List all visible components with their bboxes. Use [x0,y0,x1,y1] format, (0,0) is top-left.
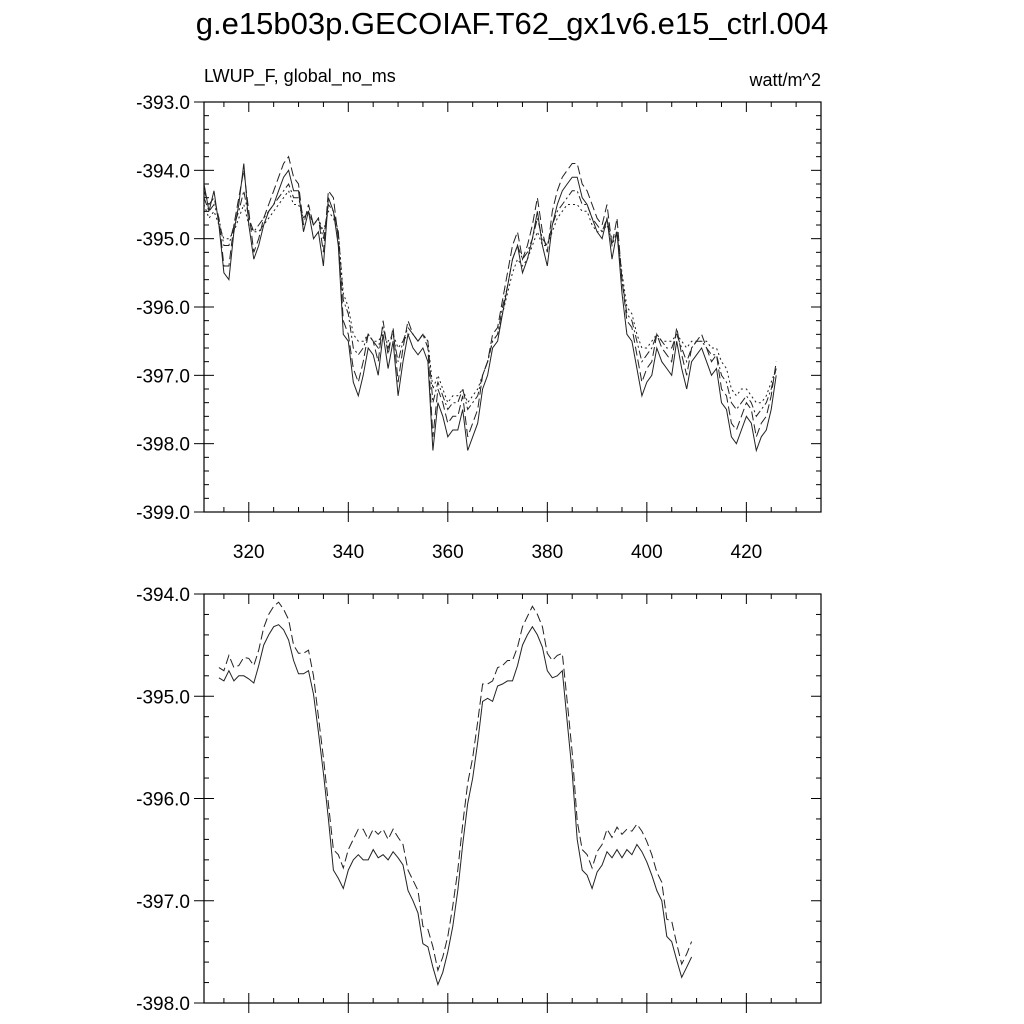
y-tick-label: -398.0 [136,994,190,1015]
units-label: watt/m^2 [749,70,821,90]
series-line-dotted [204,189,777,404]
plot-frame [203,593,822,1004]
chart-main-title: g.e15b03p.GECOIAF.T62_gx1v6.e15_ctrl.004 [195,6,829,41]
x-tick-label: 360 [432,542,464,563]
y-tick-label: -393.0 [136,93,190,114]
top-panel: 320 340 360 380 400 420 -393.0 -394.0 -395.0 -396… [136,66,822,563]
series-line-solid [218,624,693,987]
plot-frame [203,101,822,513]
y-tick-label: -396.0 [136,790,190,811]
x-tick-label: 400 [631,542,663,563]
y-tick-label: -396.0 [136,298,190,319]
y-tick-label: -397.0 [136,366,190,387]
y-tick-label: -395.0 [136,230,190,251]
variable-label: LWUP_F, global_no_ms [204,66,396,87]
series-line-dashed [204,155,777,439]
x-tick-label: 420 [731,542,763,563]
y-tick-label: -395.0 [136,687,190,708]
y-tick-label: -398.0 [136,435,190,456]
y-tick-label: -394.0 [136,585,190,606]
y-tick-label: -397.0 [136,892,190,913]
series-line-dashdot [204,182,777,418]
series-line-dashed [218,601,693,973]
x-tick-label: 380 [531,542,563,563]
y-tick-label: -399.0 [136,503,190,524]
bottom-panel: -394.0 -395.0 -396.0 -397.0 -398.0 [136,585,822,1015]
x-tick-label: 340 [332,542,364,563]
y-tick-label: -394.0 [136,161,190,182]
x-tick-label: 320 [233,542,265,563]
series-line-solid [204,163,777,453]
